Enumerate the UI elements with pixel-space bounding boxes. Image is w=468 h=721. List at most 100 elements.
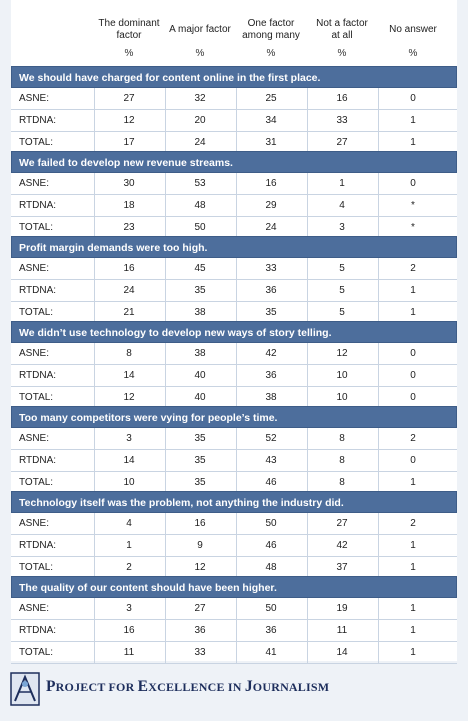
table-cell: 0 <box>410 348 416 359</box>
column-divider <box>378 302 379 323</box>
question-title: The quality of our content should have b… <box>11 576 457 598</box>
column-divider <box>165 620 166 641</box>
row-label: TOTAL: <box>19 137 54 148</box>
column-divider <box>94 642 95 663</box>
table-cell: 16 <box>265 178 277 189</box>
column-divider <box>236 343 237 364</box>
table-cell: 50 <box>265 518 277 529</box>
column-divider <box>165 557 166 578</box>
question-section: Too many competitors were vying for peop… <box>11 406 457 494</box>
table-cell: 12 <box>123 392 135 403</box>
table-cell: 12 <box>194 562 206 573</box>
table-cell: 43 <box>265 455 277 466</box>
question-title: Profit margin demands were too high. <box>11 236 457 258</box>
column-divider <box>236 535 237 556</box>
column-divider <box>307 110 308 131</box>
table-cell: 35 <box>194 433 206 444</box>
table-cell: 8 <box>339 433 345 444</box>
table-cell: 21 <box>123 307 135 318</box>
table-row: RTDNA: 14 35 43 8 0 <box>11 450 457 472</box>
table-cell: 35 <box>194 477 206 488</box>
question-section: Technology itself was the problem, not a… <box>11 491 457 579</box>
column-divider <box>165 513 166 534</box>
table-cell: 12 <box>336 348 348 359</box>
column-divider <box>94 110 95 131</box>
column-divider <box>165 110 166 131</box>
row-label: TOTAL: <box>19 477 54 488</box>
column-divider <box>94 598 95 619</box>
column-divider <box>307 88 308 109</box>
column-divider <box>165 302 166 323</box>
column-divider <box>378 428 379 449</box>
table-cell: 2 <box>410 518 416 529</box>
table-cell: 16 <box>123 625 135 636</box>
table-cell: 0 <box>410 370 416 381</box>
table-cell: 5 <box>339 263 345 274</box>
column-divider <box>307 450 308 471</box>
table-cell: 30 <box>123 178 135 189</box>
column-divider <box>378 195 379 216</box>
column-divider <box>236 195 237 216</box>
row-label: TOTAL: <box>19 562 54 573</box>
table-row: RTDNA: 1 9 46 42 1 <box>11 535 457 557</box>
table-cell: 0 <box>410 178 416 189</box>
column-header-2: A major factor <box>169 24 231 35</box>
row-label: TOTAL: <box>19 222 54 233</box>
column-divider <box>94 428 95 449</box>
column-divider <box>165 88 166 109</box>
column-divider <box>236 598 237 619</box>
table-cell: 0 <box>410 93 416 104</box>
table-cell: 23 <box>123 222 135 233</box>
table-cell: 1 <box>410 540 416 551</box>
table-cell: 46 <box>265 540 277 551</box>
table-row: ASNE: 4 16 50 27 2 <box>11 513 457 535</box>
pej-logo-icon <box>10 672 40 706</box>
column-divider <box>165 195 166 216</box>
table-cell: 1 <box>410 562 416 573</box>
column-divider <box>94 343 95 364</box>
table-cell: 32 <box>194 93 206 104</box>
column-divider <box>165 450 166 471</box>
table-cell: 27 <box>194 603 206 614</box>
table-cell: 16 <box>194 518 206 529</box>
table-cell: 45 <box>194 263 206 274</box>
table-cell: 4 <box>339 200 345 211</box>
row-label: RTDNA: <box>19 455 57 466</box>
table-cell: 38 <box>194 348 206 359</box>
table-cell: 20 <box>194 115 206 126</box>
row-label: ASNE: <box>19 178 50 189</box>
table-row: ASNE: 27 32 25 16 0 <box>11 88 457 110</box>
column-divider <box>307 535 308 556</box>
column-divider <box>378 173 379 194</box>
column-divider <box>378 557 379 578</box>
column-divider <box>94 450 95 471</box>
table-cell: 42 <box>336 540 348 551</box>
table-cell: * <box>411 222 415 233</box>
column-divider <box>307 642 308 663</box>
column-divider <box>307 472 308 493</box>
table-row: ASNE: 30 53 16 1 0 <box>11 173 457 195</box>
table-cell: 11 <box>336 625 348 636</box>
table-cell: 10 <box>336 370 348 381</box>
column-divider <box>236 557 237 578</box>
table-cell: 50 <box>194 222 206 233</box>
table-cell: 0 <box>410 392 416 403</box>
column-divider <box>165 387 166 408</box>
table-cell: 8 <box>339 455 345 466</box>
table-cell: 3 <box>126 603 132 614</box>
column-divider <box>94 173 95 194</box>
column-divider <box>236 173 237 194</box>
table-cell: 41 <box>265 647 277 658</box>
table-cell: 14 <box>123 370 135 381</box>
table-cell: 40 <box>194 392 206 403</box>
question-section: We failed to develop new revenue streams… <box>11 151 457 239</box>
column-divider <box>94 195 95 216</box>
row-label: RTDNA: <box>19 540 57 551</box>
pej-logo: PROJECT FOR EXCELLENCE IN JOURNALISM <box>10 672 450 712</box>
table-cell: 35 <box>194 285 206 296</box>
question-section: The quality of our content should have b… <box>11 576 457 664</box>
table-cell: 10 <box>336 392 348 403</box>
table-row: RTDNA: 24 35 36 5 1 <box>11 280 457 302</box>
column-divider <box>236 132 237 153</box>
table-row: RTDNA: 14 40 36 10 0 <box>11 365 457 387</box>
